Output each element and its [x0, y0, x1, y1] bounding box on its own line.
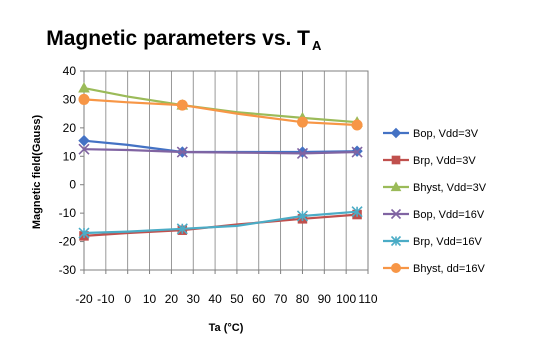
plot-border [83, 70, 369, 271]
legend-label: Bhyst, dd=16V [413, 263, 486, 275]
tick-labels: -30 -20 -10 0 10 20 30 40 -20 -10 0 10 20 30 40 50 60 70 8… [59, 64, 378, 306]
legend-item: Bhyst, Vdd=3V [383, 181, 487, 194]
data-point [391, 155, 401, 165]
data-point [176, 223, 188, 235]
series-line [83, 87, 358, 124]
series-4 [78, 143, 363, 160]
x-tick-label: 90 [318, 292, 332, 306]
series-line [83, 210, 358, 235]
chart-title: Magnetic parameters vs. T [46, 27, 310, 50]
x-tick-label: 40 [208, 292, 222, 306]
series-5 [78, 206, 363, 239]
data-point [390, 235, 402, 247]
y-tick-label: -10 [59, 206, 77, 220]
x-tick-label: 30 [187, 292, 201, 306]
series-layer [78, 82, 363, 241]
data-point [390, 127, 402, 139]
data-point [78, 134, 90, 147]
x-tick-label: 80 [296, 292, 310, 306]
x-tick-label: 60 [252, 292, 266, 306]
x-tick-label: 20 [165, 292, 179, 306]
y-tick-label: 40 [63, 64, 77, 78]
data-point [78, 227, 90, 239]
data-point [296, 116, 308, 128]
legend-item: Bop, Vdd=16V [383, 208, 485, 221]
x-tick-label: -10 [97, 292, 115, 306]
y-tick-label: 20 [63, 121, 77, 135]
data-point [390, 208, 402, 220]
legend-label: Brp, Vdd=16V [413, 236, 482, 248]
y-axis-label: Magnetic field(Gauss) [31, 115, 43, 230]
y-tick-label: 0 [69, 178, 76, 192]
data-point [176, 146, 188, 158]
x-tick-label: 70 [274, 292, 288, 306]
y-tick-label: 10 [63, 149, 77, 163]
data-point [351, 146, 363, 158]
legend-item: Brp, Vdd=16V [383, 235, 482, 248]
data-point [296, 210, 309, 222]
x-tick-label: 110 [358, 292, 377, 306]
x-axis-label: Ta (°C) [209, 322, 244, 334]
legend-item: Bhyst, dd=16V [383, 263, 486, 275]
axes [80, 70, 369, 274]
legend-label: Bop, Vdd=16V [413, 209, 485, 221]
legend-label: Bop, Vdd=3V [413, 128, 479, 140]
series-line [83, 98, 358, 127]
series-3 [78, 82, 363, 127]
data-point [176, 99, 188, 111]
legend: Bop, Vdd=3V Brp, Vdd=3V Bhyst, Vdd=3V Bop, … [383, 127, 487, 275]
data-point [351, 206, 363, 218]
legend-label: Bhyst, Vdd=3V [413, 182, 487, 194]
data-point [390, 181, 402, 192]
series-6 [78, 93, 363, 131]
legend-item: Brp, Vdd=3V [383, 155, 476, 167]
y-tick-label: -30 [59, 263, 77, 277]
legend-label: Brp, Vdd=3V [413, 155, 476, 167]
data-point [351, 119, 363, 131]
data-point [391, 263, 401, 273]
data-point [78, 93, 90, 105]
x-tick-label: 10 [143, 292, 157, 306]
x-tick-label: -20 [75, 292, 93, 306]
legend-item: Bop, Vdd=3V [383, 127, 479, 140]
data-point [296, 147, 309, 160]
gridlines [105, 71, 347, 270]
series-line [83, 148, 358, 155]
y-tick-label: -20 [59, 235, 77, 249]
x-tick-label: 50 [230, 292, 244, 306]
data-point [78, 82, 90, 93]
data-point [296, 146, 309, 158]
x-tick-label: 0 [124, 292, 131, 306]
chart-title-subscript: A [312, 38, 322, 53]
y-tick-label: 30 [63, 92, 77, 106]
x-tick-label: 100 [336, 292, 356, 306]
data-point [78, 143, 90, 155]
